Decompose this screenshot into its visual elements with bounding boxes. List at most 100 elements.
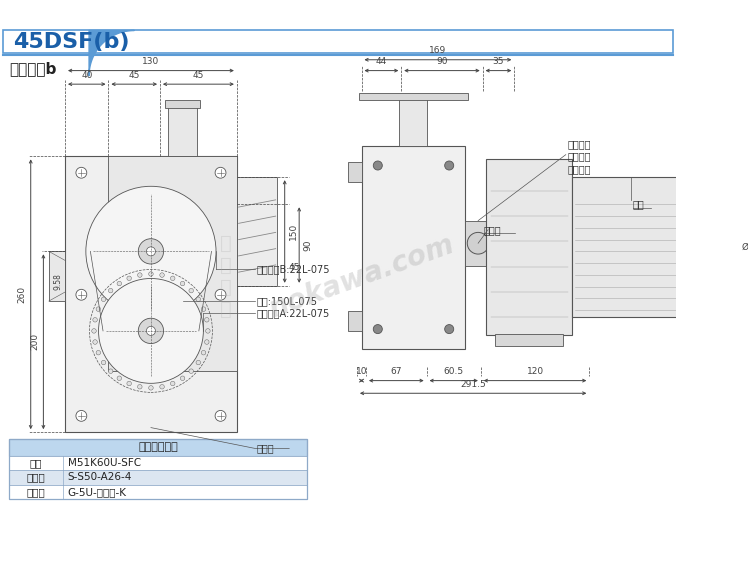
Text: 90: 90: [304, 239, 313, 251]
Circle shape: [108, 369, 113, 374]
Circle shape: [101, 361, 106, 365]
Text: Ø92: Ø92: [741, 243, 748, 252]
Bar: [237, 177, 278, 286]
Bar: [165, 100, 200, 108]
Circle shape: [444, 324, 454, 333]
Circle shape: [215, 168, 226, 178]
Circle shape: [147, 247, 156, 256]
Circle shape: [138, 239, 164, 264]
Text: 120: 120: [527, 367, 544, 376]
Text: 9.58: 9.58: [53, 273, 62, 290]
Circle shape: [117, 281, 122, 286]
Circle shape: [147, 327, 156, 336]
Bar: [690, 207, 708, 216]
Text: 45DSF(b): 45DSF(b): [13, 32, 130, 52]
Circle shape: [196, 297, 200, 302]
Text: 同步帶輪A:22L-075: 同步帶輪A:22L-075: [257, 308, 330, 318]
Text: 200: 200: [30, 333, 39, 350]
Circle shape: [687, 222, 738, 273]
Text: 馬達: 馬達: [633, 199, 645, 209]
Text: 感應開關: 感應開關: [568, 139, 591, 149]
Circle shape: [92, 329, 96, 333]
Text: 電機配套部件: 電機配套部件: [138, 443, 178, 452]
Bar: [348, 162, 361, 182]
Bar: [49, 251, 65, 301]
Circle shape: [703, 239, 721, 257]
Text: 60.5: 60.5: [444, 367, 464, 376]
Text: 150: 150: [289, 223, 298, 240]
Bar: [690, 266, 708, 275]
Bar: [690, 219, 708, 228]
Text: 皮帶輪式b: 皮帶輪式b: [9, 61, 56, 76]
Bar: [361, 145, 465, 349]
Bar: [9, 470, 307, 484]
Circle shape: [215, 289, 226, 300]
Bar: [690, 195, 708, 204]
Bar: [359, 93, 468, 100]
Circle shape: [189, 289, 194, 293]
Text: 感應支架: 感應支架: [568, 164, 591, 174]
Bar: [690, 230, 708, 239]
Circle shape: [93, 318, 97, 322]
Circle shape: [201, 350, 206, 355]
Circle shape: [117, 376, 122, 380]
Circle shape: [171, 276, 175, 281]
Text: 10: 10: [356, 367, 367, 376]
Circle shape: [138, 273, 142, 277]
Bar: [9, 439, 307, 499]
Circle shape: [96, 350, 100, 355]
Bar: [108, 156, 237, 371]
Circle shape: [196, 361, 200, 365]
Circle shape: [204, 340, 209, 344]
Bar: [399, 96, 426, 145]
Circle shape: [201, 307, 206, 311]
Circle shape: [76, 410, 87, 421]
Circle shape: [93, 340, 97, 344]
Text: 45: 45: [288, 263, 300, 272]
Circle shape: [138, 384, 142, 389]
Text: 野
川
精
密: 野 川 精 密: [220, 234, 232, 319]
Text: G-5U-減速比-K: G-5U-減速比-K: [68, 487, 127, 497]
Text: 35: 35: [493, 57, 504, 66]
Circle shape: [108, 289, 113, 293]
Bar: [486, 159, 572, 336]
Bar: [572, 177, 690, 318]
Text: 130: 130: [142, 57, 159, 66]
Text: 291.5: 291.5: [460, 380, 486, 389]
Text: 169: 169: [429, 46, 447, 55]
Bar: [9, 484, 307, 499]
Circle shape: [373, 324, 382, 333]
Text: nokawa.com: nokawa.com: [265, 230, 459, 323]
Circle shape: [215, 410, 226, 421]
Bar: [9, 456, 307, 470]
Text: 45: 45: [193, 71, 204, 80]
Bar: [690, 254, 708, 263]
Circle shape: [96, 307, 100, 311]
Bar: [495, 333, 563, 346]
Text: 260: 260: [17, 286, 26, 303]
Bar: [690, 277, 708, 286]
Text: 同步帶輪B:22L-075: 同步帶輪B:22L-075: [257, 264, 330, 275]
Text: 67: 67: [390, 367, 402, 376]
Text: 減速機: 減速機: [27, 487, 46, 497]
Bar: [348, 311, 361, 331]
Text: 90: 90: [436, 57, 448, 66]
Circle shape: [101, 297, 106, 302]
Circle shape: [86, 186, 216, 316]
Text: 皮帶:150L-075: 皮帶:150L-075: [257, 296, 318, 306]
Circle shape: [127, 276, 132, 281]
Circle shape: [180, 376, 185, 380]
Circle shape: [468, 233, 489, 254]
Bar: [690, 242, 708, 251]
Text: M51K60U-SFC: M51K60U-SFC: [68, 458, 141, 468]
Text: 離合器: 離合器: [483, 225, 501, 235]
Circle shape: [138, 318, 164, 344]
Circle shape: [76, 289, 87, 300]
Circle shape: [189, 369, 194, 374]
Bar: [168, 102, 197, 156]
Circle shape: [373, 161, 382, 170]
Text: 44: 44: [375, 57, 387, 66]
Bar: [690, 301, 708, 310]
Text: 減速機: 減速機: [257, 443, 275, 453]
Text: 感應凸輪: 感應凸輪: [568, 152, 591, 161]
